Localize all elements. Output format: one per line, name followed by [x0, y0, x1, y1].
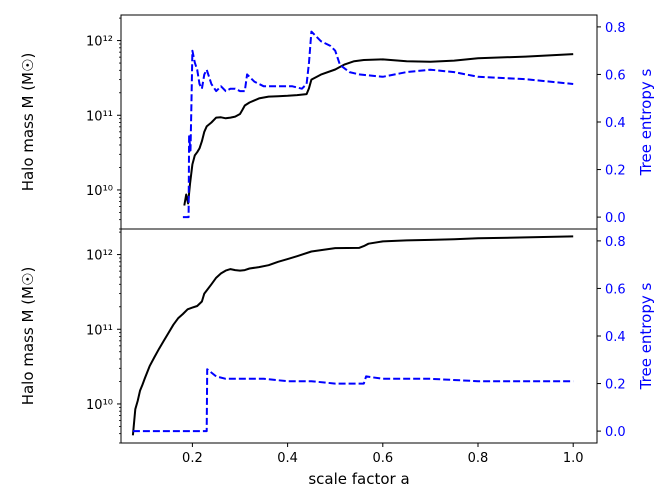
axes-frame [120, 14, 598, 230]
axes-frame [120, 228, 598, 444]
x-tick-label: 0.6 [372, 451, 393, 466]
x-tick-label: 0.4 [277, 451, 298, 466]
right-tick-label: 0.6 [605, 68, 626, 83]
halo-mass-line [131, 235, 574, 436]
right-tick-label: 0.8 [605, 21, 626, 36]
tree-entropy-line [132, 368, 574, 433]
left-tick-label: 10¹² [86, 35, 113, 50]
left-tick-label: 10¹¹ [86, 323, 113, 338]
right-tick-label: 0.2 [605, 164, 626, 179]
left-tick-label: 10¹² [86, 249, 113, 264]
right-tick-label: 0.6 [605, 282, 626, 297]
y-axis-label-mass: Halo mass M (M☉) [19, 267, 37, 406]
tree-entropy-line [182, 30, 574, 219]
x-tick-label: 0.2 [182, 451, 203, 466]
right-tick-label: 0.4 [605, 330, 626, 345]
left-tick-label: 10¹⁰ [86, 184, 113, 199]
right-tick-label: 0.8 [605, 235, 626, 250]
right-tick-label: 0.2 [605, 378, 626, 393]
y-axis-label-mass: Halo mass M (M☉) [19, 53, 37, 192]
y-axis-label-entropy: Tree entropy s [637, 69, 655, 177]
left-tick-label: 10¹⁰ [86, 398, 113, 413]
x-axis-label: scale factor a [308, 470, 409, 488]
x-tick-label: 1.0 [563, 451, 584, 466]
right-tick-label: 0.0 [605, 211, 626, 226]
halo-mass-line [183, 53, 574, 206]
right-tick-label: 0.0 [605, 425, 626, 440]
bottom-panel: 10¹⁰ 10¹¹ 10¹² 0.0 0.2 0.4 0.6 0.8 0.2 0.4 0.6 0.8 1… [19, 228, 655, 488]
y-axis-label-entropy: Tree entropy s [637, 283, 655, 391]
left-tick-label: 10¹¹ [86, 109, 113, 124]
x-tick-label: 0.8 [468, 451, 489, 466]
right-tick-label: 0.4 [605, 116, 626, 131]
top-panel: 10¹⁰ 10¹¹ 10¹² 0.0 0.2 0.4 0.6 0.8 Halo mass M (… [19, 14, 655, 230]
